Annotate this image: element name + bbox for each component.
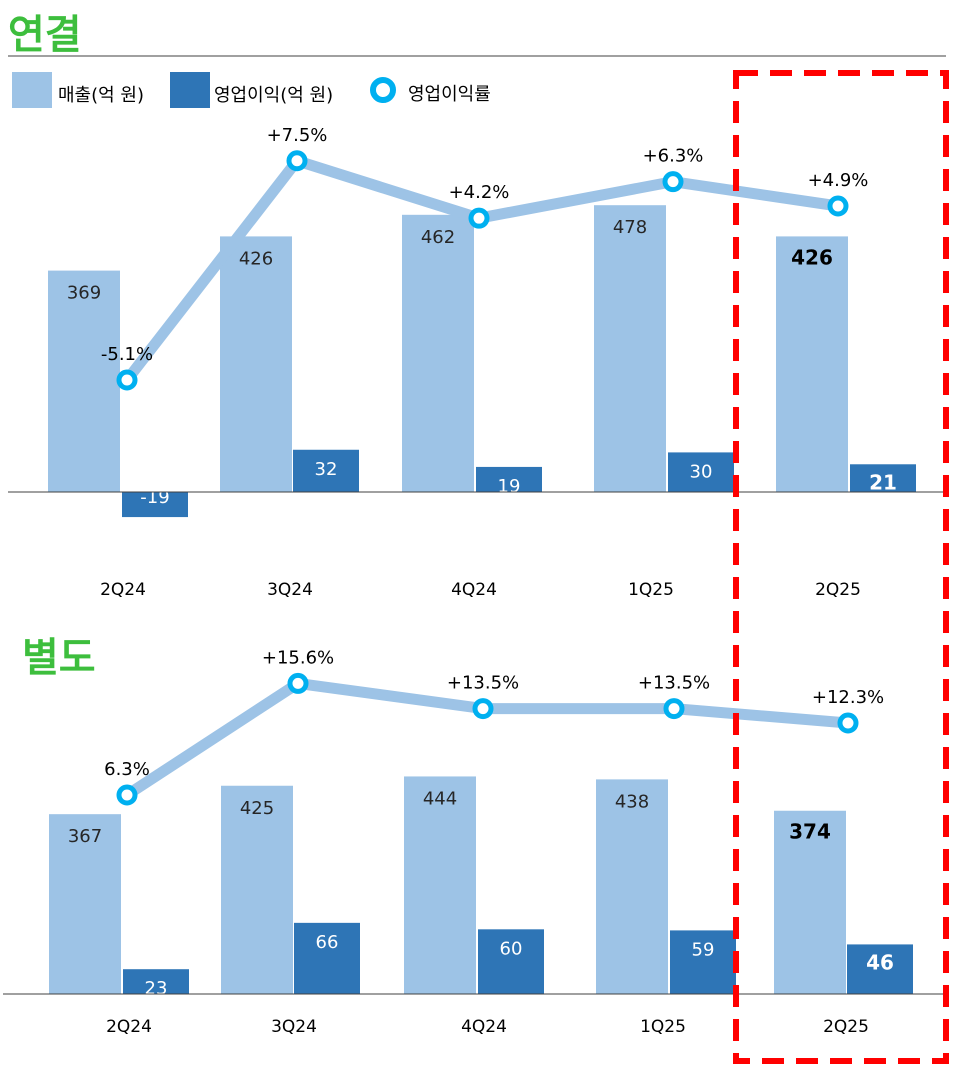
- category-2q25: 2Q25: [823, 1017, 869, 1037]
- category-3q24: 3Q24: [267, 580, 313, 600]
- label-revenue-2q24: 367: [68, 826, 102, 847]
- bar-revenue-2q24: [49, 814, 121, 994]
- margin-point-4q24: [472, 698, 494, 720]
- margin-point-3q24: [286, 150, 308, 172]
- label-op-income-3q24: 66: [316, 932, 339, 953]
- label-revenue-3q24: 426: [239, 248, 273, 269]
- bar-op-income-4q24: [478, 929, 544, 994]
- bar-revenue-1q25: [596, 779, 668, 994]
- margin-point-2q24: [116, 369, 138, 391]
- bar-revenue-3q24: [220, 236, 292, 492]
- bar-op-income-2q24: [122, 492, 188, 518]
- legend-label-op-income: 영업이익(억 원): [214, 85, 333, 106]
- category-1q25: 1Q25: [628, 580, 674, 600]
- bar-op-income-1q25: [668, 452, 734, 492]
- legend: 매출(억 원) 영업이익(억 원) 영업이익률: [12, 72, 491, 108]
- bar-op-income-3q24: [294, 922, 360, 994]
- label-op-income-4q24: 60: [500, 938, 523, 959]
- bar-revenue-4q24: [404, 776, 476, 994]
- label-op-income-2q25: 21: [869, 470, 897, 494]
- margin-point-4q24: [468, 207, 490, 229]
- bar-op-income-3q24: [293, 449, 359, 492]
- category-2q25: 2Q25: [815, 580, 861, 600]
- margin-label-1q25: +13.5%: [638, 673, 710, 694]
- legend-label-margin: 영업이익률: [408, 84, 491, 105]
- label-revenue-2q25: 374: [789, 820, 831, 844]
- bar-revenue-2q25: [774, 810, 846, 994]
- bar-revenue-2q25: [776, 236, 848, 492]
- category-4q24: 4Q24: [461, 1017, 507, 1037]
- margin-label-3q24: +7.5%: [267, 125, 328, 146]
- chart-consolidated: 369 -19 2Q24 426 32 3Q24 462 19 4Q24 478 30 1Q25 426…: [8, 125, 946, 600]
- margin-point-2q25: [837, 712, 859, 734]
- bar-op-income-2q24: [123, 969, 189, 994]
- margin-label-2q24: -5.1%: [101, 344, 153, 365]
- bar-op-income-2q25: [847, 944, 913, 994]
- chart-title-consolidated: 연결: [8, 12, 82, 58]
- label-op-income-3q24: 32: [315, 459, 338, 480]
- label-op-income-2q24: -19: [140, 487, 169, 508]
- bar-revenue-3q24: [221, 785, 293, 994]
- label-revenue-2q24: 369: [67, 283, 101, 304]
- label-op-income-2q25: 46: [866, 950, 894, 974]
- legend-swatch-op-income: [170, 72, 210, 108]
- bar-op-income-2q25: [850, 464, 916, 492]
- category-3q24: 3Q24: [271, 1017, 317, 1037]
- legend-label-revenue: 매출(억 원): [58, 85, 144, 106]
- bar-op-income-1q25: [670, 930, 736, 994]
- margin-point-2q25: [827, 195, 849, 217]
- label-revenue-4q24: 444: [423, 788, 457, 809]
- label-revenue-1q25: 478: [613, 217, 647, 238]
- margin-label-4q24: +4.2%: [449, 182, 510, 203]
- margin-label-2q24: 6.3%: [104, 759, 150, 780]
- bar-revenue-4q24: [402, 214, 474, 493]
- margin-label-4q24: +13.5%: [447, 673, 519, 694]
- bar-op-income-4q24: [476, 466, 542, 492]
- margin-point-2q24: [116, 784, 138, 806]
- label-op-income-1q25: 59: [692, 939, 715, 960]
- category-2q24: 2Q24: [100, 580, 146, 600]
- margin-point-3q24: [287, 672, 309, 694]
- margin-label-1q25: +6.3%: [643, 146, 704, 167]
- bar-revenue-1q25: [594, 205, 666, 492]
- label-revenue-4q24: 462: [421, 227, 455, 248]
- bar-revenue-2q24: [48, 270, 120, 492]
- chart-title-separate: 별도: [22, 635, 96, 681]
- label-revenue-2q25: 426: [791, 245, 833, 269]
- label-op-income-2q24: 23: [145, 978, 168, 999]
- legend-swatch-revenue: [12, 72, 52, 108]
- margin-point-1q25: [662, 171, 684, 193]
- label-op-income-1q25: 30: [690, 461, 713, 482]
- label-revenue-1q25: 438: [615, 791, 649, 812]
- chart-separate: 367 23 2Q24 425 66 3Q24 444 60 4Q24 438 59 1Q25 374 4…: [3, 647, 944, 1037]
- margin-label-3q24: +15.6%: [262, 647, 334, 668]
- margin-label-2q25: +4.9%: [808, 170, 869, 191]
- legend-marker-margin: [370, 77, 396, 103]
- category-2q24: 2Q24: [106, 1017, 152, 1037]
- margin-label-2q25: +12.3%: [812, 687, 884, 708]
- category-4q24: 4Q24: [451, 580, 497, 600]
- label-op-income-4q24: 19: [498, 476, 521, 497]
- label-revenue-3q24: 425: [240, 798, 274, 819]
- highlight-box-2q25: [733, 70, 949, 1064]
- category-1q25: 1Q25: [640, 1017, 686, 1037]
- margin-point-1q25: [663, 698, 685, 720]
